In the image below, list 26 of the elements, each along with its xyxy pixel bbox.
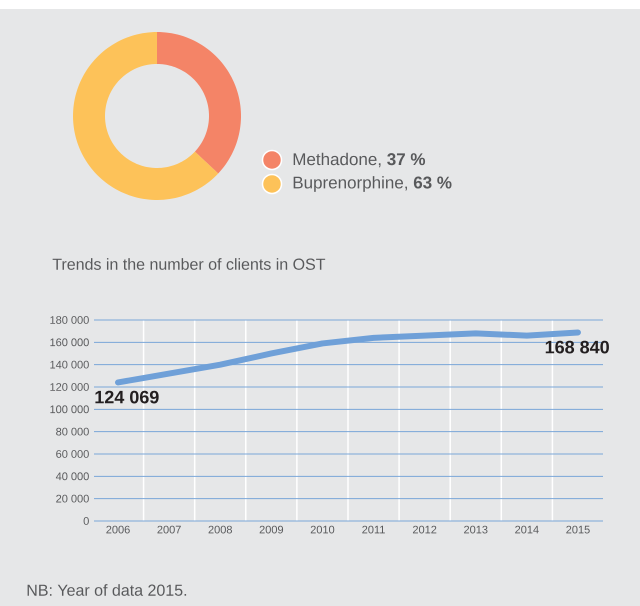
y-tick-label: 40 000: [56, 472, 89, 480]
x-tick-label: 2009: [260, 526, 284, 534]
x-tick-label: 2008: [208, 526, 232, 534]
y-tick-label: 80 000: [56, 428, 89, 436]
data-label: 124 069: [95, 390, 159, 404]
y-tick-label: 60 000: [56, 450, 89, 458]
x-tick-label: 2011: [362, 526, 385, 534]
y-tick-label: 0: [84, 517, 89, 525]
x-tick-label: 2015: [566, 526, 590, 534]
x-tick-label: 2013: [464, 526, 488, 534]
x-tick-label: 2010: [310, 526, 334, 534]
data-label: 168 840: [546, 340, 609, 354]
x-tick-label: 2007: [157, 526, 181, 534]
text: NB: Year of data 2015.: [28, 584, 186, 596]
y-tick-label: 120 000: [50, 383, 89, 391]
y-tick-label: 100 000: [50, 405, 89, 414]
y-tick-label: 160 000: [50, 338, 89, 346]
y-tick-label: 180 000: [50, 316, 89, 324]
y-tick-label: 20 000: [56, 494, 89, 503]
legend-label: Methadone, 37 %: [294, 152, 426, 168]
x-tick-label: 2014: [515, 526, 539, 534]
x-tick-label: 2012: [412, 526, 436, 534]
legend-label: Buprenorphine, 63 %: [294, 176, 452, 192]
x-tick-label: 2006: [106, 526, 130, 534]
chart-title: Trends in the number of clients in OST: [52, 258, 326, 270]
y-tick-label: 140 000: [50, 360, 89, 369]
